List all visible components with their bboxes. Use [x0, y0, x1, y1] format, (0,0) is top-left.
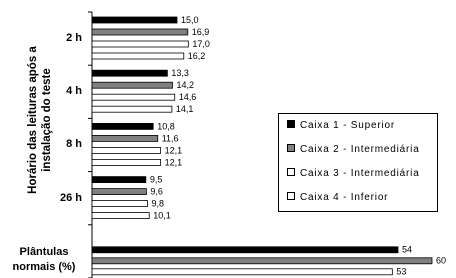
bar — [91, 105, 173, 113]
bar — [91, 69, 168, 77]
bar — [91, 246, 399, 254]
bar — [91, 158, 161, 166]
legend-item: Caixa 4 - Inferior — [287, 192, 388, 203]
value-label: 11,6 — [162, 133, 179, 143]
value-label: 14,2 — [176, 80, 194, 90]
legend-swatch — [287, 168, 295, 176]
value-label: 10,8 — [157, 121, 175, 131]
category-label: 26 h — [59, 191, 82, 204]
value-label: 54 — [402, 245, 412, 255]
legend-label: Caixa 4 - Inferior — [300, 192, 389, 203]
category-label: 2 h — [66, 32, 82, 44]
bar — [91, 268, 393, 276]
bar — [91, 146, 161, 154]
legend-label: Caixa 3 - Intermediária — [300, 168, 420, 179]
legend: Caixa 1 - Superior Caixa 2 - Intermediári… — [278, 113, 438, 212]
bar — [91, 81, 173, 89]
legend-swatch — [287, 144, 295, 152]
bar — [91, 176, 147, 184]
bar — [91, 123, 154, 130]
value-label: 53 — [396, 267, 406, 277]
value-label: 16,2 — [188, 51, 206, 61]
value-label: 60 — [436, 256, 446, 266]
legend-swatch — [287, 192, 295, 200]
category-label: 4 h — [66, 85, 82, 98]
value-label: 15,0 — [181, 15, 199, 25]
value-label: 9,8 — [152, 198, 165, 208]
value-label: 10,1 — [153, 210, 171, 220]
bar — [91, 52, 185, 60]
legend-item: Caixa 3 - Intermediária — [287, 168, 420, 179]
value-label: 14,1 — [176, 104, 194, 114]
value-label: 14,6 — [179, 92, 197, 102]
bar — [91, 16, 178, 24]
bar — [91, 257, 433, 265]
legend-item: Caixa 1 - Superior — [287, 120, 395, 131]
value-label: 12,1 — [165, 145, 183, 155]
bar — [91, 212, 150, 220]
value-label: 17,0 — [192, 39, 210, 49]
bar — [91, 40, 189, 48]
bar — [91, 200, 148, 208]
value-label: 16,9 — [192, 27, 210, 37]
category-label: 8 h — [66, 138, 82, 151]
bar — [91, 134, 159, 142]
value-label: 12,1 — [165, 157, 183, 167]
category-label: Plântulas normais (%) — [12, 245, 76, 273]
value-label: 9,5 — [150, 174, 163, 184]
value-label: 9,6 — [150, 186, 163, 196]
bar — [91, 93, 176, 101]
legend-swatch — [287, 120, 295, 128]
value-label: 13,3 — [171, 68, 189, 78]
legend-label: Caixa 2 - Intermediária — [300, 144, 420, 155]
legend-label: Caixa 1 - Superior — [300, 120, 395, 131]
legend-item: Caixa 2 - Intermediária — [287, 144, 420, 155]
bar — [91, 28, 189, 36]
bar — [91, 188, 147, 196]
y-axis-title: Horário das leituras após a instalação d… — [27, 46, 53, 194]
